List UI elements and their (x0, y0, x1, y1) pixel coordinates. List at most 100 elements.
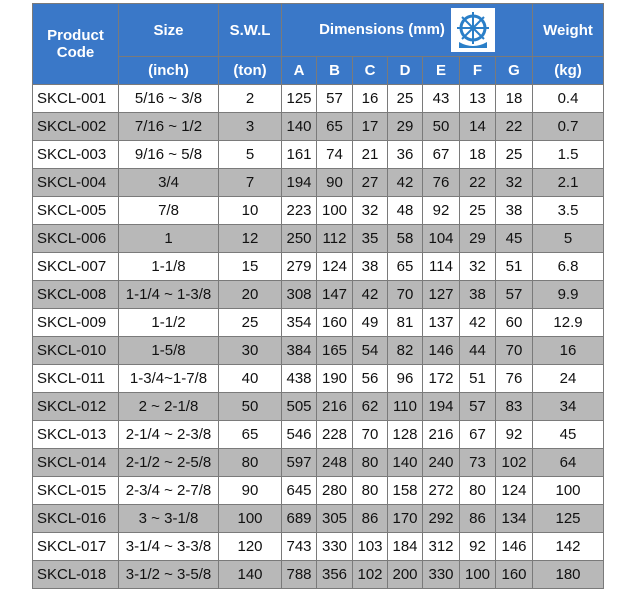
table-cell: 80 (459, 476, 496, 505)
table-cell: 165 (316, 336, 353, 365)
table-cell: 1-1/4 ~ 1-3/8 (118, 280, 219, 309)
table-row: SKCL-016 3 ~ 3-1/8 100 689 305 86 170 292 86 134 1… (32, 504, 604, 533)
table-cell: 9/16 ~ 5/8 (118, 140, 219, 169)
table-cell: 438 (281, 364, 317, 393)
table-cell: 505 (281, 392, 317, 421)
table-cell: 50 (218, 392, 282, 421)
table-body: SKCL-001 5/16 ~ 3/8 2 125 57 16 25 43 13 18 0.4 SKC… (32, 84, 604, 589)
table-cell: 125 (532, 504, 604, 533)
header-cell: C (352, 56, 388, 85)
table-cell: 112 (316, 224, 353, 253)
header-cell: A (281, 56, 317, 85)
table-cell: 73 (459, 448, 496, 477)
table-cell: 42 (387, 168, 423, 197)
table-cell: 160 (495, 560, 533, 589)
table-row: SKCL-011 1-3/4~1-7/8 40 438 190 56 96 172 51 76 24 (32, 364, 604, 393)
table-cell: 2.1 (532, 168, 604, 197)
table-cell: 56 (352, 364, 388, 393)
table-cell: SKCL-013 (32, 420, 119, 449)
table-row: SKCL-002 7/16 ~ 1/2 3 140 65 17 29 50 14 22 0.7 (32, 112, 604, 141)
table-cell: 45 (532, 420, 604, 449)
table-cell: 51 (495, 252, 533, 281)
table-cell: 80 (218, 448, 282, 477)
table-cell: 140 (281, 112, 317, 141)
table-cell: 216 (422, 420, 460, 449)
table-cell: 1 (118, 224, 219, 253)
table-cell: 102 (352, 560, 388, 589)
table-cell: 92 (422, 196, 460, 225)
table-cell: 137 (422, 308, 460, 337)
table-cell: 65 (387, 252, 423, 281)
header-cell: G (495, 56, 533, 85)
table-cell: 5 (532, 224, 604, 253)
table-row: SKCL-007 1-1/8 15 279 124 38 65 114 32 51 6.8 (32, 252, 604, 281)
table-cell: 13 (459, 84, 496, 113)
table-cell: SKCL-011 (32, 364, 119, 393)
table-row: SKCL-004 3/4 7 194 90 27 42 76 22 32 2.1 (32, 168, 604, 197)
table-cell: 125 (281, 84, 317, 113)
table-cell: 60 (495, 308, 533, 337)
table-cell: 102 (495, 448, 533, 477)
table-cell: 170 (387, 504, 423, 533)
table-row: SKCL-006 1 12 250 112 35 58 104 29 45 5 (32, 224, 604, 253)
table-cell: 16 (352, 84, 388, 113)
table-cell: 356 (316, 560, 353, 589)
header-text: Dimensions (mm) (319, 20, 445, 38)
table-cell: 25 (387, 84, 423, 113)
table-cell: 27 (352, 168, 388, 197)
table-cell: 140 (387, 448, 423, 477)
table-cell: 25 (218, 308, 282, 337)
table-cell: 67 (422, 140, 460, 169)
table-cell: 42 (352, 280, 388, 309)
table-cell: 29 (459, 224, 496, 253)
table-cell: 194 (281, 168, 317, 197)
table-cell: SKCL-012 (32, 392, 119, 421)
table-row: SKCL-013 2-1/4 ~ 2-3/8 65 546 228 70 128 216 67 9… (32, 420, 604, 449)
table-cell: SKCL-009 (32, 308, 119, 337)
table-cell: 330 (316, 532, 353, 561)
table-cell: 5 (218, 140, 282, 169)
table-cell: 124 (316, 252, 353, 281)
table-cell: 134 (495, 504, 533, 533)
table-cell: 43 (422, 84, 460, 113)
table-cell: 172 (422, 364, 460, 393)
table-cell: 5/16 ~ 3/8 (118, 84, 219, 113)
table-cell: 146 (495, 532, 533, 561)
table-cell: 223 (281, 196, 317, 225)
table-cell: SKCL-003 (32, 140, 119, 169)
table-cell: SKCL-001 (32, 84, 119, 113)
table-cell: 32 (459, 252, 496, 281)
table-cell: 110 (387, 392, 423, 421)
table-cell: 100 (316, 196, 353, 225)
table-cell: 22 (495, 112, 533, 141)
table-cell: 14 (459, 112, 496, 141)
table-cell: 67 (459, 420, 496, 449)
table-cell: 160 (316, 308, 353, 337)
table-cell: 142 (532, 532, 604, 561)
table-cell: 1-5/8 (118, 336, 219, 365)
table-cell: 6.8 (532, 252, 604, 281)
table-cell: 100 (218, 504, 282, 533)
table-cell: 74 (316, 140, 353, 169)
table-cell: 2-1/4 ~ 2-3/8 (118, 420, 219, 449)
table-cell: 64 (532, 448, 604, 477)
table-cell: 7 (218, 168, 282, 197)
table-cell: 280 (316, 476, 353, 505)
table-cell: SKCL-015 (32, 476, 119, 505)
table-cell: SKCL-016 (32, 504, 119, 533)
table-cell: 21 (352, 140, 388, 169)
table-cell: 2-3/4 ~ 2-7/8 (118, 476, 219, 505)
table-cell: 292 (422, 504, 460, 533)
table-cell: 34 (532, 392, 604, 421)
table-row: SKCL-010 1-5/8 30 384 165 54 82 146 44 70 16 (32, 336, 604, 365)
table-cell: 305 (316, 504, 353, 533)
table-cell: 546 (281, 420, 317, 449)
table-cell: 12 (218, 224, 282, 253)
table-cell: 92 (495, 420, 533, 449)
table-cell: 184 (387, 532, 423, 561)
table-cell: SKCL-006 (32, 224, 119, 253)
table-cell: 114 (422, 252, 460, 281)
table-row: SKCL-012 2 ~ 2-1/8 50 505 216 62 110 194 57 83 34 (32, 392, 604, 421)
table-cell: 100 (459, 560, 496, 589)
table-cell: 12.9 (532, 308, 604, 337)
